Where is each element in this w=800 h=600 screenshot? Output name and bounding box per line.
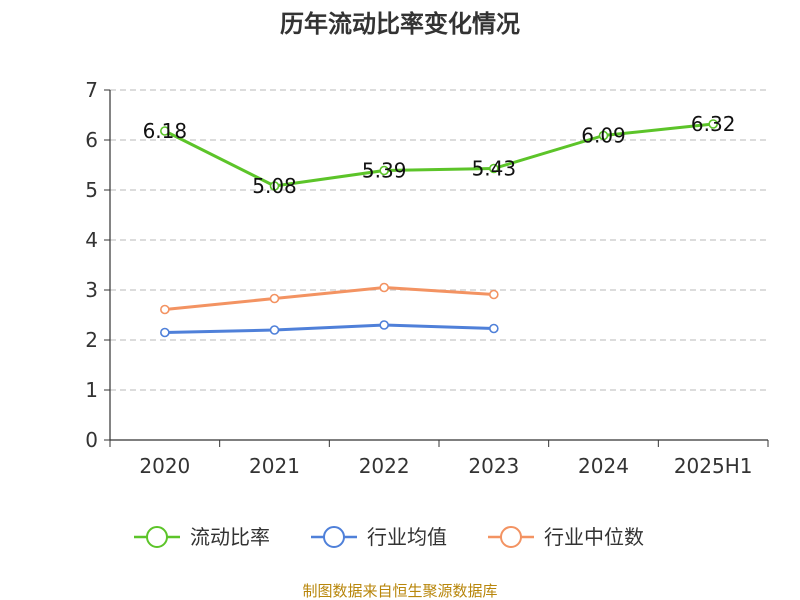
chart-title: 历年流动比率变化情况 [280, 10, 520, 38]
legend-item-1[interactable]: 流动比率 [134, 525, 270, 549]
y-tick-label: 0 [85, 428, 98, 452]
data-point [708, 119, 718, 129]
legend-label: 行业均值 [367, 525, 447, 549]
y-tick-label: 2 [85, 328, 98, 352]
data-point [160, 327, 170, 338]
series-2 [160, 320, 499, 338]
y-tick-label: 1 [85, 378, 98, 402]
x-tick-label: 2021 [249, 454, 300, 478]
legend-label: 流动比率 [190, 525, 270, 549]
data-point [269, 181, 280, 191]
grid [110, 89, 768, 391]
x-tick-label: 2024 [578, 454, 629, 478]
data-label: 6.09 [581, 124, 626, 148]
legend-marker [146, 526, 168, 548]
data-point [489, 163, 499, 174]
legend-label: 行业中位数 [544, 525, 644, 549]
data-label: 5.08 [252, 174, 297, 198]
series-1 [160, 119, 718, 191]
data-label: 5.43 [472, 157, 517, 181]
data-label: 6.32 [691, 112, 736, 136]
legend: 流动比率 行业均值 行业中位数 [134, 525, 644, 549]
data-point [269, 293, 280, 304]
y-tick-label: 4 [85, 228, 98, 252]
data-labels: 6.18 5.08 5.39 5.43 6.09 6.32 [143, 112, 736, 198]
data-point [379, 282, 389, 293]
legend-marker [323, 526, 345, 548]
x-tick-label: 2022 [359, 454, 410, 478]
legend-item-2[interactable]: 行业均值 [311, 525, 447, 549]
data-point [160, 304, 170, 315]
source-note: 制图数据来自恒生聚源数据库 [302, 582, 497, 600]
data-point [379, 320, 389, 330]
data-label: 5.39 [362, 159, 407, 183]
series-line [163, 286, 496, 311]
data-label: 6.18 [143, 119, 188, 143]
axes: 0 1 2 3 4 5 6 7 2020 2021 2022 2023 2024 2025H1 [85, 78, 769, 478]
series-line [163, 122, 715, 188]
data-point [489, 289, 499, 300]
data-point [269, 325, 280, 335]
y-tick-label: 3 [85, 278, 98, 302]
legend-marker [500, 526, 522, 548]
data-point [598, 130, 609, 141]
y-tick-label: 7 [85, 78, 98, 102]
series-3 [160, 282, 499, 315]
x-tick-label: 2025H1 [674, 454, 753, 478]
data-point [489, 323, 499, 334]
series-line [163, 323, 496, 334]
y-tick-label: 5 [85, 178, 98, 202]
y-tick-label: 6 [85, 128, 98, 152]
data-point [379, 165, 389, 176]
x-tick-label: 2023 [468, 454, 519, 478]
series-group [160, 119, 718, 338]
legend-item-3[interactable]: 行业中位数 [488, 525, 644, 549]
x-tick-label: 2020 [139, 454, 190, 478]
data-point [160, 126, 170, 136]
